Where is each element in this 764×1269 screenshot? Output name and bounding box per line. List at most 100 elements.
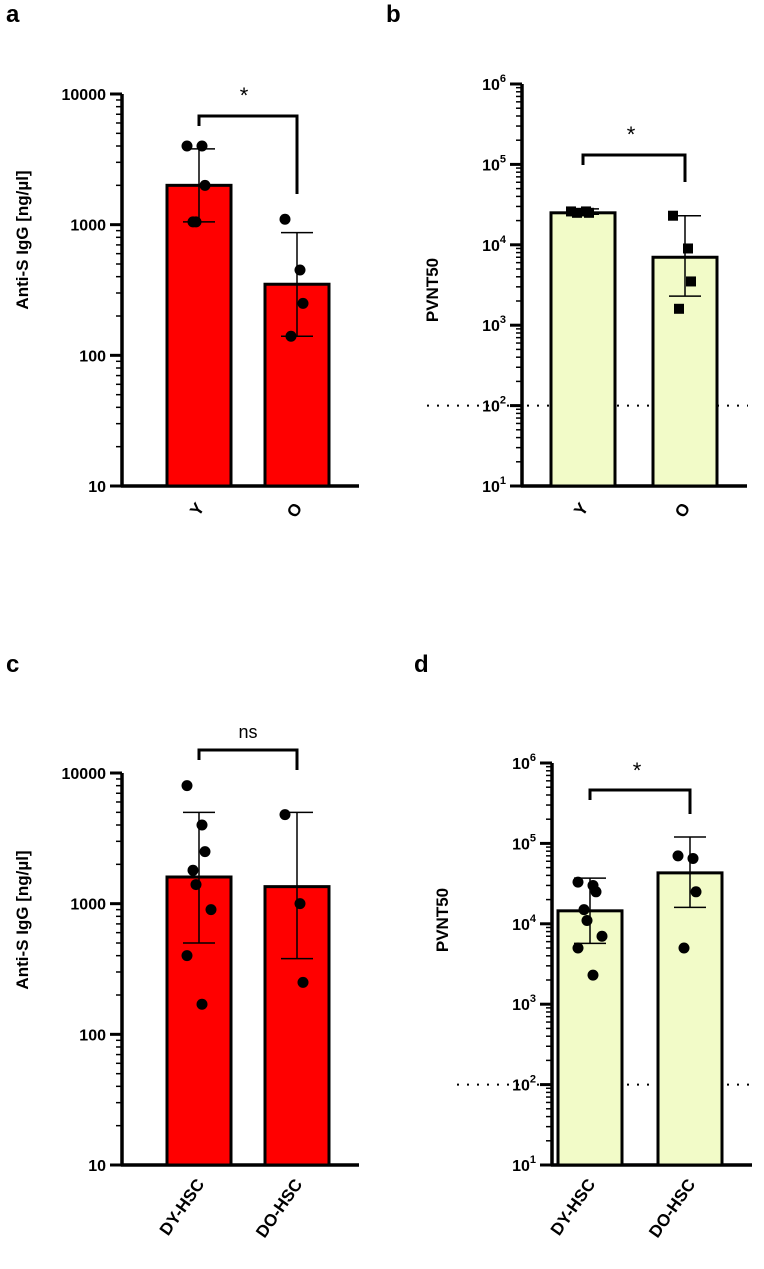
- bar-o: [263, 282, 331, 488]
- chart-a: 10 100 1000 10000 Anti-S IgG [ng/µl] Y O *: [13, 83, 359, 521]
- data-point: [672, 850, 684, 862]
- y-axis-label: Anti-S IgG [ng/µl]: [13, 170, 32, 309]
- bar-dy-hsc: [556, 909, 624, 1167]
- y-tick-label: 1000: [70, 218, 106, 235]
- data-point: [686, 276, 696, 287]
- data-point: [196, 140, 208, 152]
- y-tick-label: 106: [482, 73, 506, 94]
- data-point: [187, 864, 199, 876]
- y-tick-exponent: 5: [530, 832, 536, 844]
- data-point: [205, 904, 217, 916]
- y-tick-label: 10000: [62, 87, 107, 104]
- data-point: [683, 243, 693, 254]
- data-point: [668, 210, 678, 221]
- y-tick-exponent: 3: [530, 993, 536, 1005]
- panel-letter-c: c: [6, 651, 19, 678]
- y-axis-label: PVNT50: [423, 258, 442, 322]
- data-point: [181, 950, 193, 962]
- y-tick-base: 10: [512, 756, 530, 773]
- data-point: [572, 207, 582, 218]
- x-tick-label: Y: [570, 499, 592, 520]
- data-point: [199, 846, 211, 858]
- y-tick-label: 105: [482, 153, 506, 174]
- y-axis-label: Anti-S IgG [ng/µl]: [13, 850, 32, 989]
- y-tick-label: 103: [482, 314, 506, 335]
- x-tick-label: O: [671, 499, 694, 521]
- bar-y: [165, 183, 233, 488]
- y-axis-label: PVNT50: [433, 888, 452, 952]
- data-point: [596, 930, 608, 942]
- data-point: [578, 904, 590, 916]
- panel-letter-d: d: [414, 651, 429, 678]
- y-tick-base: 10: [512, 1158, 530, 1175]
- data-point: [279, 809, 291, 821]
- y-tick-base: 10: [482, 479, 500, 496]
- y-tick-base: 10: [512, 917, 530, 934]
- data-point: [181, 780, 193, 792]
- y-tick-base: 10: [482, 77, 500, 94]
- y-tick-label: 104: [512, 913, 537, 934]
- data-point: [572, 876, 584, 888]
- y-tick-exponent: 4: [530, 913, 537, 925]
- y-tick-base: 10: [512, 997, 530, 1014]
- y-tick-exponent: 2: [530, 1074, 536, 1086]
- data-point: [587, 969, 599, 981]
- y-tick-exponent: 1: [500, 475, 506, 487]
- y-tick-base: 10: [482, 318, 500, 335]
- x-tick-label: DO-HSC: [645, 1175, 699, 1241]
- y-tick-base: 10: [512, 836, 530, 853]
- y-tick-exponent: 4: [500, 234, 507, 246]
- significance-bracket: [581, 153, 687, 182]
- data-point: [285, 330, 297, 342]
- data-point: [190, 216, 202, 228]
- significance-label: *: [240, 83, 249, 108]
- bar-y: [549, 211, 617, 488]
- significance-label: *: [627, 122, 636, 147]
- x-tick-label: Y: [186, 499, 208, 520]
- y-tick-label: 103: [512, 993, 536, 1014]
- data-point: [199, 179, 211, 191]
- data-point: [190, 879, 202, 891]
- x-tick-label: DY-HSC: [156, 1175, 208, 1239]
- y-tick-label: 10: [88, 1158, 106, 1175]
- chart-c: 10 100 1000 10000 Anti-S IgG [ng/µl] DY-HSC DO…: [13, 722, 359, 1241]
- y-tick-base: 10: [512, 1078, 530, 1095]
- x-tick-label: O: [283, 499, 306, 521]
- y-tick-label: 10: [88, 479, 106, 496]
- data-point: [687, 852, 699, 864]
- y-tick-label: 1000: [70, 897, 106, 914]
- x-tick-label: DO-HSC: [252, 1175, 306, 1241]
- y-tick-base: 10: [482, 157, 500, 174]
- data-point: [581, 914, 593, 926]
- significance-label: ns: [238, 722, 257, 742]
- y-tick-exponent: 3: [500, 314, 506, 326]
- y-tick-label: 102: [512, 1074, 536, 1095]
- data-point: [196, 819, 208, 831]
- data-point: [297, 297, 309, 309]
- y-tick-exponent: 2: [500, 395, 506, 407]
- y-tick-base: 10: [482, 238, 500, 255]
- y-tick-label: 105: [512, 832, 536, 853]
- significance-bracket: [197, 748, 299, 770]
- data-point: [678, 942, 690, 954]
- x-tick-label: DY-HSC: [547, 1175, 599, 1239]
- y-tick-base: 10: [482, 399, 500, 416]
- y-tick-label: 104: [482, 234, 507, 255]
- significance-bracket: [197, 114, 299, 194]
- y-tick-label: 102: [482, 395, 506, 416]
- y-tick-exponent: 1: [530, 1154, 536, 1166]
- y-tick-exponent: 6: [500, 73, 506, 85]
- data-point: [297, 976, 309, 988]
- panel-letter-a: a: [6, 1, 20, 28]
- data-point: [294, 264, 306, 276]
- data-point: [572, 942, 584, 954]
- data-point: [690, 886, 702, 898]
- y-tick-label: 106: [512, 752, 536, 773]
- y-tick-exponent: 6: [530, 752, 536, 764]
- y-tick-label: 100: [79, 1027, 106, 1044]
- y-tick-label: 10000: [62, 766, 107, 783]
- y-tick-label: 101: [512, 1154, 536, 1175]
